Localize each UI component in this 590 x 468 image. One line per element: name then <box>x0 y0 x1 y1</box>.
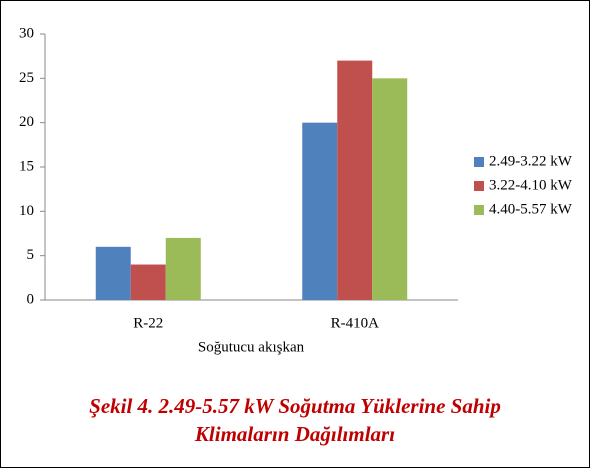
y-tick-label: 10 <box>19 203 34 219</box>
bar <box>337 60 373 300</box>
bar <box>302 122 338 301</box>
bar <box>165 237 201 300</box>
y-tick-label: 30 <box>19 25 34 41</box>
legend-swatch <box>474 157 484 167</box>
y-tick-label: 15 <box>19 158 34 174</box>
y-tick-label: 5 <box>27 247 35 263</box>
caption: Klimaların Dağılımları <box>194 422 395 446</box>
legend-label: 2.49-3.22 kW <box>489 153 573 169</box>
y-tick-label: 0 <box>27 291 35 307</box>
x-tick-label: R-22 <box>133 315 163 331</box>
y-tick-label: 25 <box>19 70 34 86</box>
legend-label: 4.40-5.57 kW <box>489 201 573 217</box>
x-axis-label: Soğutucu akışkan <box>198 339 305 355</box>
caption: Şekil 4. 2.49-5.57 kW Soğutma Yüklerine … <box>89 394 501 418</box>
legend-swatch <box>474 205 484 215</box>
bar <box>95 246 131 300</box>
legend-swatch <box>474 181 484 191</box>
legend-label: 3.22-4.10 kW <box>489 177 573 193</box>
x-tick-label: R-410A <box>331 315 380 331</box>
bar <box>130 264 166 300</box>
bar <box>372 78 408 300</box>
y-tick-label: 20 <box>19 114 34 130</box>
